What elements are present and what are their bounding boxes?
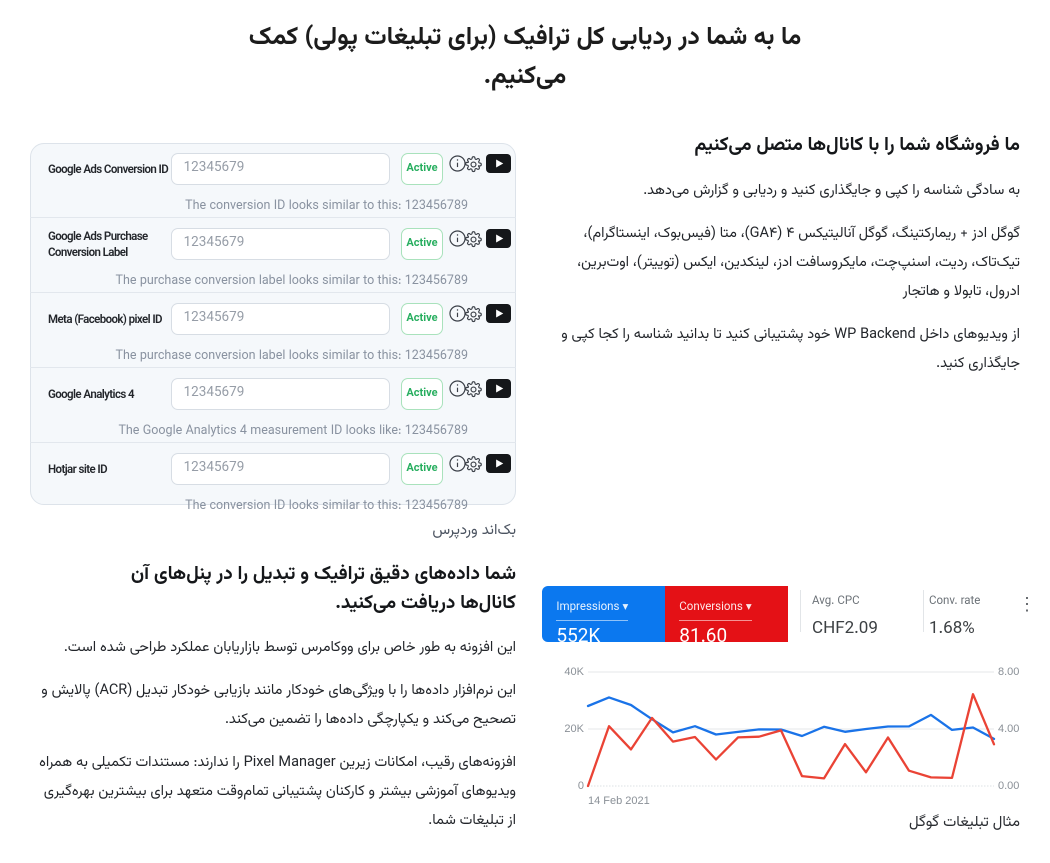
svg-text:0.00: 0.00 <box>998 780 1019 792</box>
svg-text:0: 0 <box>578 780 584 792</box>
svg-text:8.00: 8.00 <box>998 666 1019 678</box>
svg-text:20K: 20K <box>564 723 584 735</box>
svg-text:40K: 40K <box>564 666 584 678</box>
svg-text:4.00: 4.00 <box>998 723 1019 735</box>
svg-text:14 Feb 2021: 14 Feb 2021 <box>588 795 650 807</box>
